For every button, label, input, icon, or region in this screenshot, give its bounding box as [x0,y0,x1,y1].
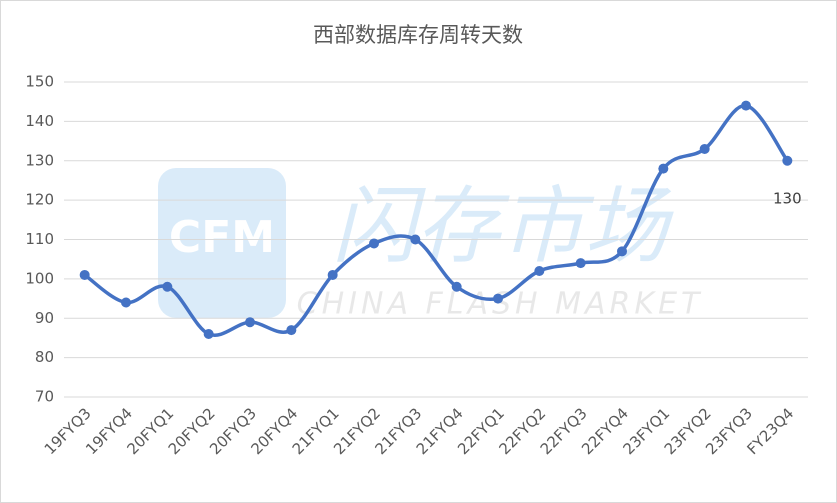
watermark-name: 闪存市场 [332,177,674,275]
point [699,143,710,154]
y-tick-label: 130 [25,151,54,169]
watermark-logo-bg [158,168,286,318]
y-tick-label: 70 [35,388,54,406]
y-tick-label: 90 [35,309,54,327]
y-tick-label: 150 [25,73,54,91]
point [79,269,90,280]
y-tick-label: 100 [25,269,54,287]
point [203,329,214,339]
data-label: 130 [773,189,802,207]
watermark-logo: CFM [169,212,275,263]
point [741,100,751,111]
point [410,234,421,245]
y-tick-label: 110 [25,230,54,248]
point [575,258,586,269]
point [658,163,669,174]
y-tick-label: 80 [35,348,54,366]
point [451,281,462,292]
point [534,266,545,276]
watermark: CFM 闪存市场 CHINA FLASH MARKET [158,168,704,322]
point [493,293,503,304]
y-tick-label: 120 [25,191,54,209]
point [286,325,297,336]
point [162,281,173,292]
point [327,269,338,280]
y-tick-label: 140 [25,112,54,130]
point [245,317,255,328]
watermark-subtitle: CHINA FLASH MARKET [297,287,704,322]
point [369,238,379,249]
point [121,297,131,308]
point [782,155,793,166]
point [617,246,627,257]
chart-title: 西部数据库存周转天数 [313,23,523,47]
